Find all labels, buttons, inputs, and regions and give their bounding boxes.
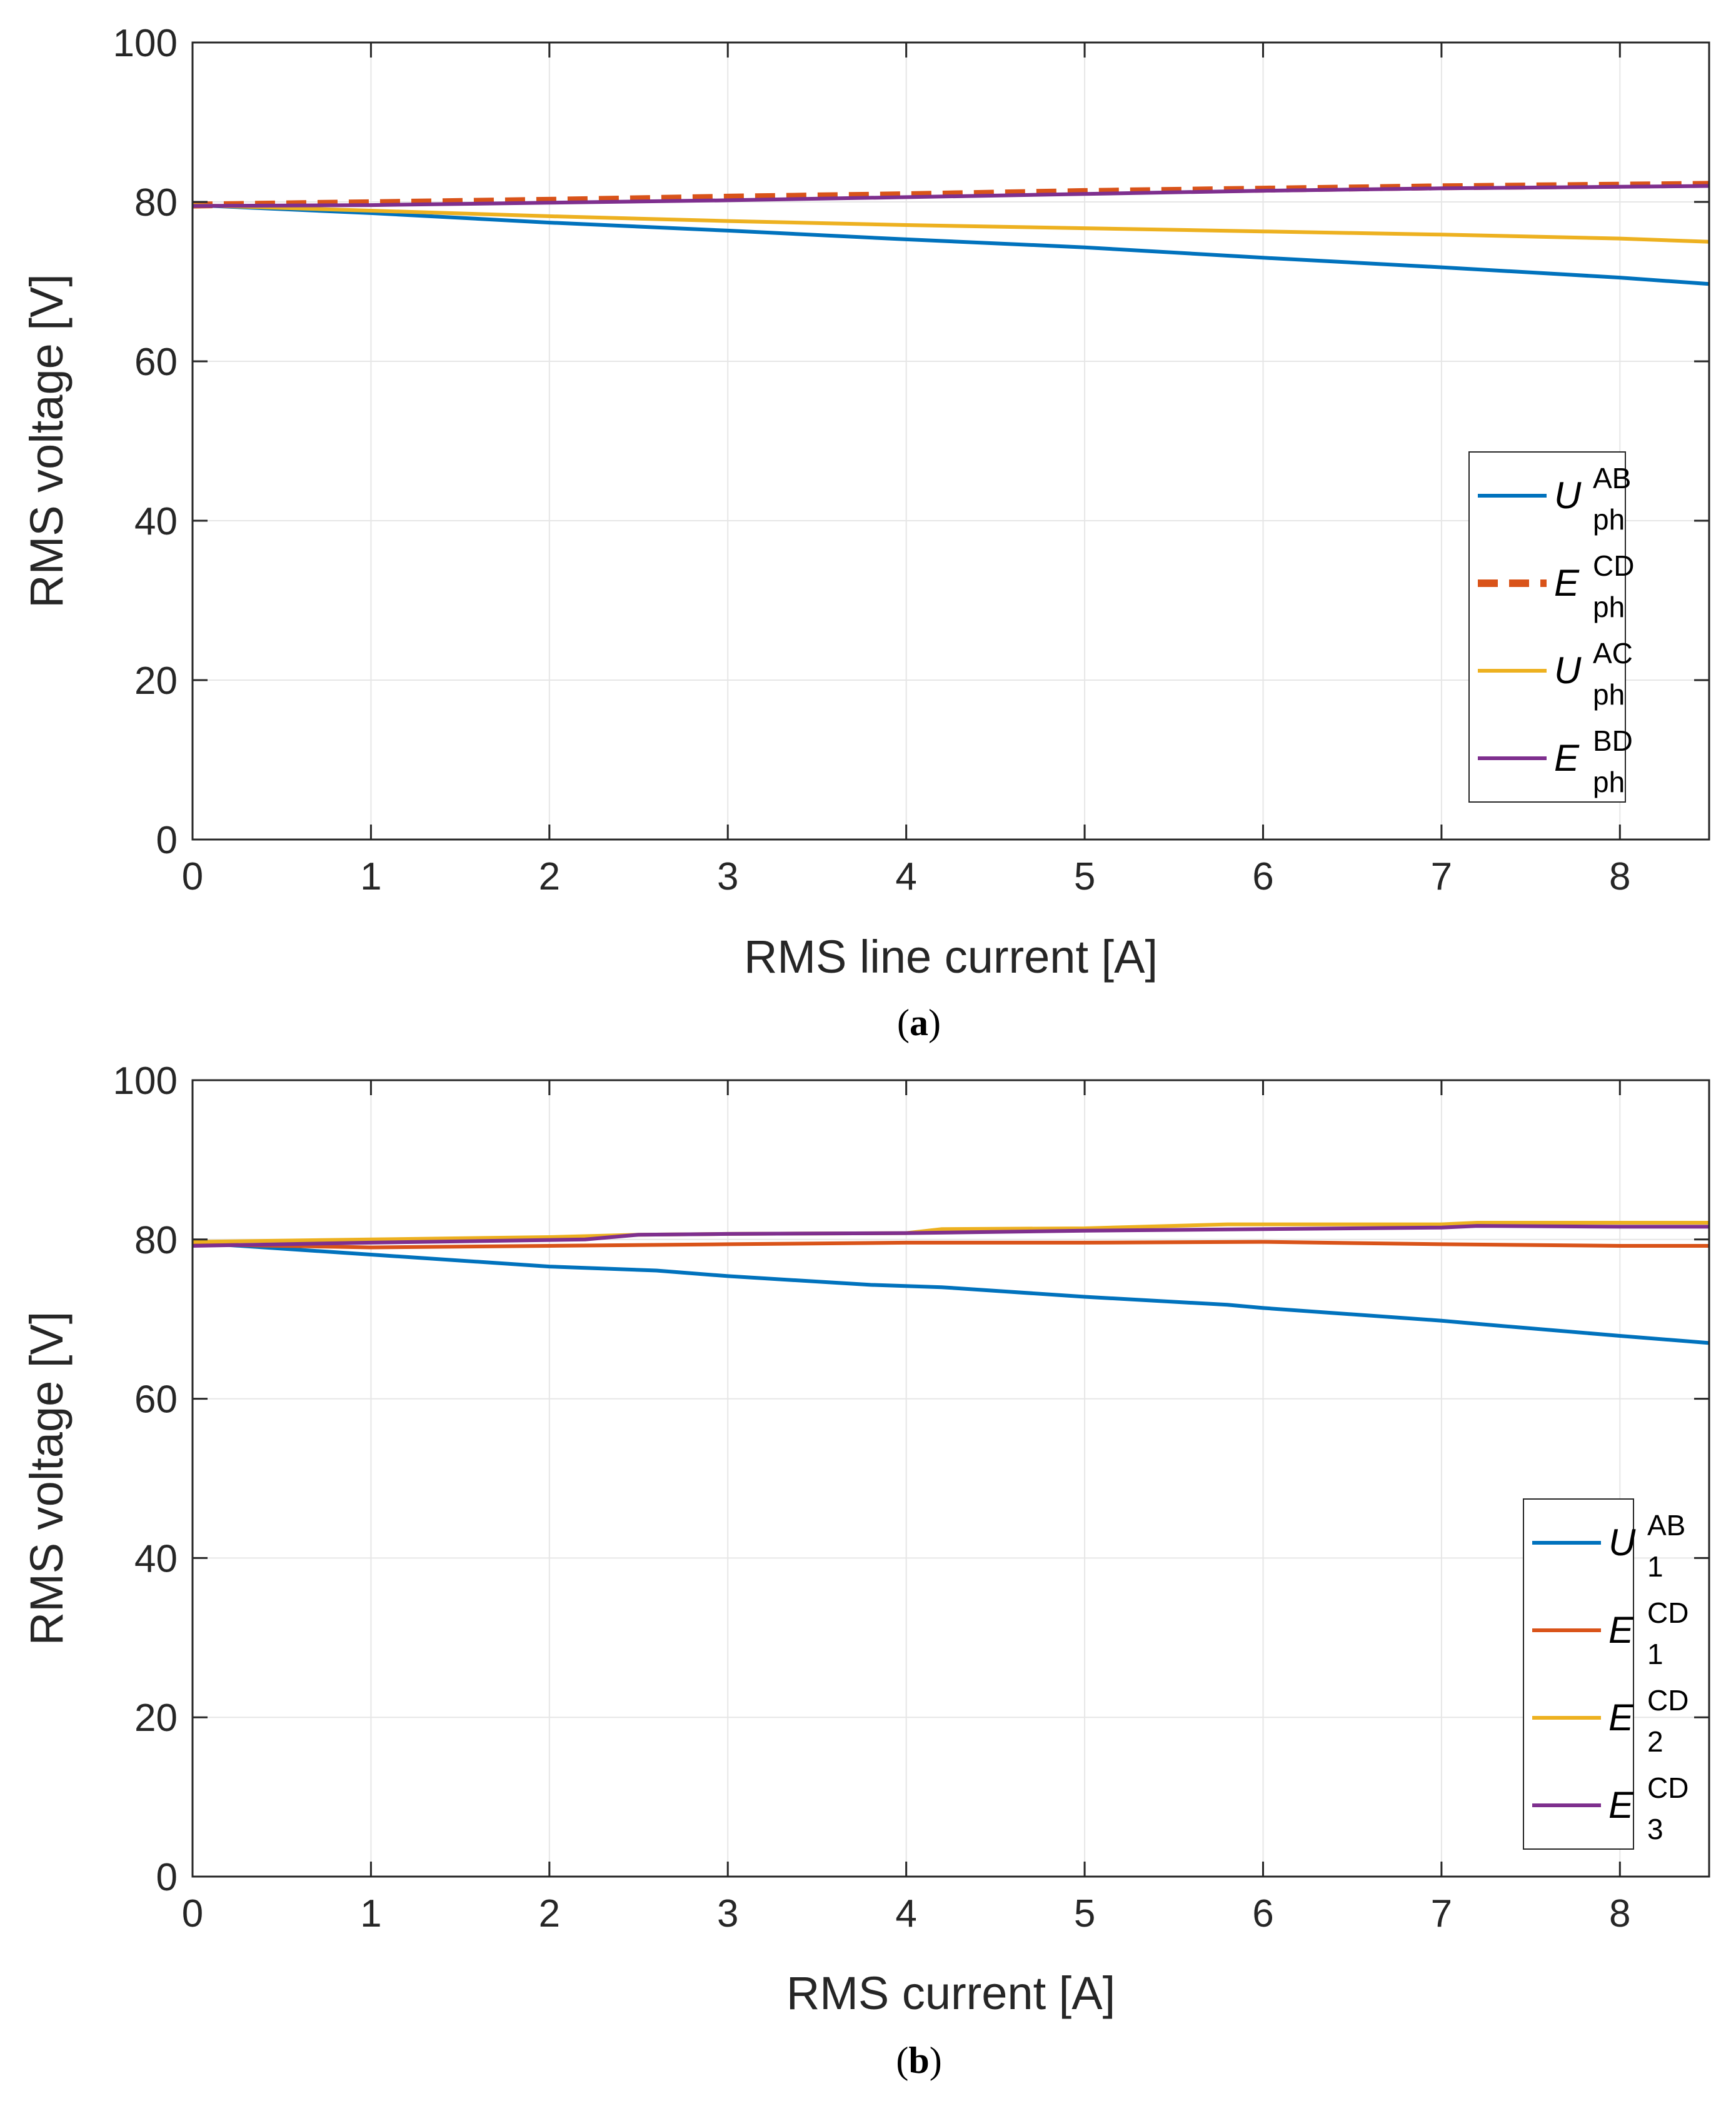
x-tick-label: 3 xyxy=(717,1892,738,1935)
x-tick-label: 0 xyxy=(182,1892,203,1935)
y-tick-label: 80 xyxy=(134,1219,178,1262)
x-tick-label: 4 xyxy=(895,1892,916,1935)
series-group xyxy=(192,1221,1710,1345)
x-tick-label: 2 xyxy=(539,1892,560,1935)
legend-subscript: 1 xyxy=(1647,1550,1663,1583)
y-tick-label: 60 xyxy=(134,341,178,384)
x-tick-label: 6 xyxy=(1252,1892,1273,1935)
legend-superscript: CD xyxy=(1647,1772,1688,1804)
y-tick-label: 100 xyxy=(113,22,178,65)
caption-open-paren: ( xyxy=(897,1002,910,1043)
x-tick-label: 6 xyxy=(1252,855,1273,898)
x-tick-label: 7 xyxy=(1431,855,1452,898)
legend-superscript: CD xyxy=(1647,1597,1688,1629)
x-axis-label: RMS line current [A] xyxy=(744,931,1158,983)
legend-subscript: ph xyxy=(1593,766,1625,798)
legend-superscript: AB xyxy=(1593,462,1631,494)
x-tick-label: 8 xyxy=(1609,1892,1630,1935)
series-line-U-AB-ph xyxy=(192,203,1710,286)
y-tick-label: 100 xyxy=(113,1060,178,1103)
x-tick-label: 1 xyxy=(360,855,381,898)
legend-superscript: AB xyxy=(1647,1509,1685,1542)
legend-symbol: U xyxy=(1554,474,1582,516)
x-tick-label: 2 xyxy=(539,855,560,898)
axes-frame xyxy=(191,41,1710,841)
caption-close-paren: ) xyxy=(930,2040,942,2081)
series-line-E-CD-ph xyxy=(192,181,1710,209)
legend-symbol: E xyxy=(1554,737,1580,779)
legend-subscript: 3 xyxy=(1647,1813,1663,1845)
caption-open-paren: ( xyxy=(896,2040,908,2081)
y-tick-label: 20 xyxy=(134,1697,178,1740)
x-tick-label: 3 xyxy=(717,855,738,898)
series-line-U-AC-ph xyxy=(192,203,1710,244)
x-tick-label: 5 xyxy=(1074,855,1095,898)
x-tick-label: 7 xyxy=(1431,1892,1452,1935)
legend-subscript: ph xyxy=(1593,678,1625,711)
caption-letter: b xyxy=(908,2040,929,2081)
legend-subscript: ph xyxy=(1593,503,1625,536)
series-line-E-CD-2 xyxy=(192,1221,1709,1244)
caption-letter: a xyxy=(910,1002,928,1043)
legend: U AB ph E CD ph U AC ph E BD ph xyxy=(1468,451,1634,803)
legend-subscript: 1 xyxy=(1647,1638,1663,1670)
legend-superscript: CD xyxy=(1647,1684,1688,1717)
legend-superscript: CD xyxy=(1593,549,1634,582)
y-tick-label: 20 xyxy=(134,659,178,703)
legend-box xyxy=(1523,1498,1634,1850)
y-tick-label: 40 xyxy=(134,500,178,543)
x-tick-label: 5 xyxy=(1074,1892,1095,1935)
axes-frame xyxy=(191,1079,1710,1878)
legend-subscript: 2 xyxy=(1647,1725,1663,1758)
x-axis-label: RMS current [A] xyxy=(786,1967,1115,2019)
series-line-E-CD-1 xyxy=(192,1240,1709,1250)
y-axis-label: RMS voltage [V] xyxy=(21,1311,73,1646)
subfigure-caption: (b) xyxy=(896,2040,941,2081)
series-line-U-AB-1 xyxy=(192,1240,1710,1345)
y-tick-label: 60 xyxy=(134,1378,178,1422)
x-tick-label: 8 xyxy=(1609,855,1630,898)
series-line-E-BD-ph xyxy=(192,184,1710,208)
plot-area xyxy=(193,1080,1709,1877)
y-tick-label: 0 xyxy=(156,1856,178,1899)
legend-box xyxy=(1468,451,1626,803)
legend-symbol: E xyxy=(1608,1609,1634,1651)
x-tick-label: 0 xyxy=(182,855,203,898)
legend-symbol: E xyxy=(1608,1784,1634,1826)
legend-symbol: U xyxy=(1608,1522,1636,1563)
series-line-E-CD-3 xyxy=(192,1224,1709,1248)
legend-superscript: BD xyxy=(1593,725,1633,757)
legend-subscript: ph xyxy=(1593,591,1625,623)
legend-superscript: AC xyxy=(1593,637,1633,669)
plot-area xyxy=(193,43,1709,840)
y-axis-label: RMS voltage [V] xyxy=(21,274,73,608)
series-group xyxy=(192,181,1710,286)
x-tick-label: 1 xyxy=(360,1892,381,1935)
subfigure-caption: (a) xyxy=(897,1002,941,1043)
y-tick-label: 0 xyxy=(156,819,178,862)
legend-symbol: E xyxy=(1608,1697,1634,1738)
x-tick-label: 4 xyxy=(895,855,916,898)
y-tick-label: 80 xyxy=(134,181,178,224)
caption-close-paren: ) xyxy=(928,1002,941,1043)
legend-symbol: E xyxy=(1554,562,1580,604)
y-tick-label: 40 xyxy=(134,1537,178,1580)
legend-symbol: U xyxy=(1554,649,1582,691)
